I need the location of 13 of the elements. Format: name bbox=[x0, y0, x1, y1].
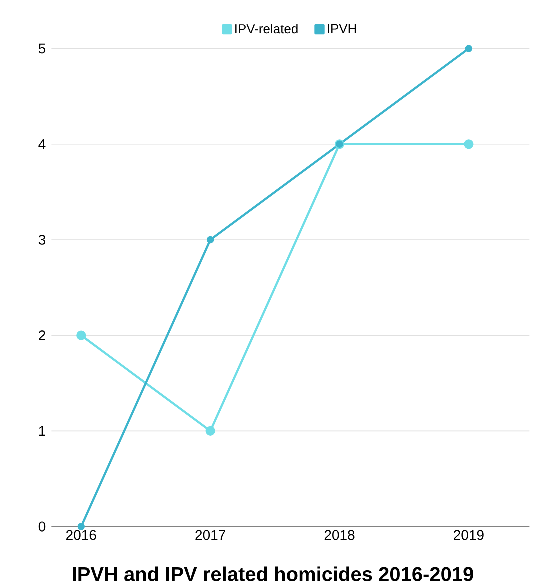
x-tick-label: 2018 bbox=[324, 530, 355, 540]
y-tick-label: 2 bbox=[39, 330, 46, 340]
legend-label: IPV-related bbox=[236, 24, 298, 34]
y-tick-label: 1 bbox=[39, 426, 46, 436]
y-tick-label: 5 bbox=[38, 44, 46, 54]
y-tick-label: 3 bbox=[38, 235, 46, 245]
x-tick-label: 2017 bbox=[196, 530, 226, 540]
y-tick-label: 4 bbox=[38, 140, 46, 150]
legend-label: IPVH bbox=[328, 24, 356, 34]
text: IPVH and IPV related homicides 2016-2019 bbox=[73, 566, 474, 582]
y-tick-label: 0 bbox=[38, 522, 46, 532]
x-tick-label: 2019 bbox=[454, 530, 484, 540]
x-tick-label: 2016 bbox=[66, 530, 96, 540]
